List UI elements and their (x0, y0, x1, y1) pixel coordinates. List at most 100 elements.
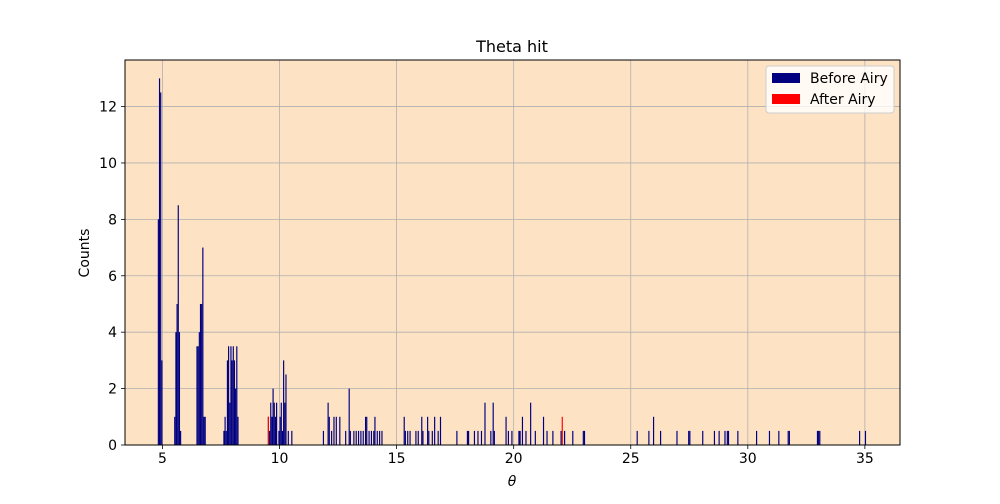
bar-before-airy (224, 416, 226, 445)
bar-after-airy (561, 416, 563, 445)
chart-title: Theta hit (475, 37, 548, 56)
bar-before-airy (768, 430, 771, 445)
histogram-bars (157, 78, 867, 445)
bar-before-airy (727, 430, 730, 445)
bar-before-airy (493, 430, 495, 445)
bar-before-airy (688, 430, 690, 445)
bar-before-airy (534, 430, 536, 445)
bar-before-airy (468, 430, 470, 445)
bar-before-airy (437, 430, 439, 445)
bar-before-airy (203, 416, 205, 445)
bar-before-airy (235, 388, 237, 445)
bar-before-airy (511, 430, 513, 445)
bar-before-airy (360, 430, 362, 445)
bar-before-airy (366, 416, 368, 445)
bar-before-airy (542, 416, 545, 445)
legend-swatch-after-airy (772, 94, 800, 104)
x-axis-ticks: 5 10 15 20 25 30 35 (158, 445, 874, 467)
bar-before-airy (268, 430, 271, 445)
bar-before-airy (236, 346, 238, 445)
bar-before-airy (434, 416, 436, 445)
bar-before-airy (196, 346, 198, 445)
bar-before-airy (676, 430, 678, 445)
bar-before-airy (174, 416, 176, 445)
bar-before-airy (582, 430, 584, 445)
bar-before-airy (421, 416, 423, 445)
bar-before-airy (158, 78, 161, 445)
bar-before-airy (204, 416, 206, 445)
bar-before-airy (284, 402, 286, 445)
y-tick-label: 12 (99, 100, 117, 116)
bar-before-airy (197, 346, 199, 445)
bar-before-airy (473, 430, 476, 445)
bar-before-airy (353, 430, 355, 445)
bar-before-airy (726, 430, 728, 445)
bar-before-airy (572, 430, 574, 445)
bar-before-airy (546, 430, 548, 445)
bar-before-airy (552, 430, 554, 445)
bar-before-airy (816, 430, 819, 445)
bar-before-airy (364, 416, 367, 445)
x-tick-label: 20 (505, 451, 523, 467)
y-tick-label: 0 (108, 438, 117, 454)
bar-before-airy (355, 430, 357, 445)
bar-before-airy (225, 430, 227, 445)
bar-before-airy (560, 430, 562, 445)
bar-before-airy (345, 430, 347, 445)
bar-before-airy (713, 430, 716, 445)
bar-before-airy (530, 402, 532, 445)
bar-before-airy (456, 430, 458, 445)
bar-before-airy (229, 402, 231, 445)
x-tick-label: 10 (271, 451, 289, 467)
bar-before-airy (583, 430, 586, 445)
x-tick-label: 25 (622, 451, 640, 467)
bar-before-airy (737, 430, 739, 445)
legend-label-before-airy: Before Airy (810, 71, 888, 87)
bar-before-airy (564, 430, 566, 445)
y-tick-label: 2 (108, 382, 117, 398)
legend: Before Airy After Airy (765, 65, 895, 114)
bar-before-airy (373, 430, 375, 445)
bar-before-airy (331, 430, 333, 445)
bar-before-airy (287, 430, 289, 445)
bar-after-airy (267, 416, 269, 445)
bar-before-airy (335, 416, 337, 445)
bar-before-airy (230, 346, 232, 445)
bar-before-airy (202, 247, 204, 445)
x-tick-label: 5 (158, 451, 167, 467)
x-tick-label: 15 (388, 451, 406, 467)
x-tick-label: 35 (856, 451, 874, 467)
bar-before-airy (279, 416, 281, 445)
bar-before-airy (339, 416, 341, 445)
y-tick-label: 8 (108, 212, 117, 228)
legend-swatch-before-airy (772, 73, 800, 83)
bar-before-airy (689, 430, 691, 445)
bar-before-airy (226, 360, 229, 445)
bar-before-airy (175, 332, 177, 445)
x-tick-label: 30 (739, 451, 757, 467)
plot-area (125, 60, 900, 445)
bar-before-airy (178, 332, 181, 445)
bar-before-airy (702, 430, 704, 445)
bar-before-airy (280, 402, 282, 445)
bar-before-airy (521, 416, 524, 445)
y-tick-label: 4 (108, 325, 117, 341)
bar-before-airy (428, 430, 430, 445)
bar-before-airy (270, 402, 272, 445)
y-axis-label: Counts (77, 229, 93, 278)
bar-before-airy (272, 388, 274, 445)
bar-before-airy (492, 402, 494, 445)
bar-before-airy (283, 360, 285, 445)
bar-before-airy (427, 416, 429, 445)
bar-before-airy (232, 346, 234, 445)
bar-before-airy (724, 430, 726, 445)
bar-before-airy (417, 430, 419, 445)
bar-before-airy (157, 219, 159, 445)
bar-before-airy (381, 430, 383, 445)
bar-before-airy (864, 430, 867, 445)
bar-before-airy (199, 303, 202, 445)
bar-before-airy (327, 402, 329, 445)
legend-label-after-airy: After Airy (810, 92, 876, 108)
bar-before-airy (379, 430, 381, 445)
